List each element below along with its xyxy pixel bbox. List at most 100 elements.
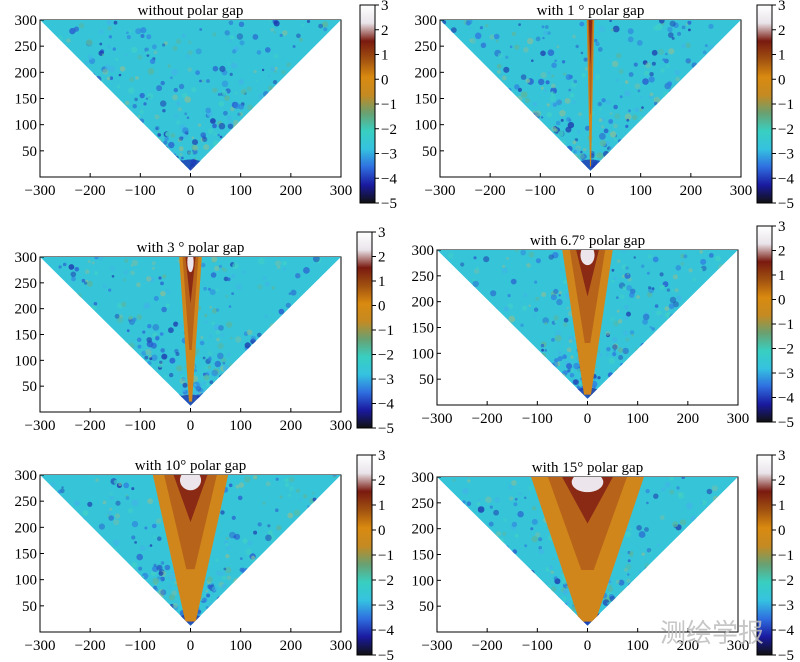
speckle xyxy=(207,370,211,374)
speckle xyxy=(598,25,605,33)
speckle xyxy=(511,521,518,528)
speckle xyxy=(146,34,152,40)
speckle xyxy=(701,499,707,506)
speckle xyxy=(102,284,107,289)
panel-title: with 15° polar gap xyxy=(532,460,643,476)
y-tick-label: 150 xyxy=(15,92,38,108)
speckle xyxy=(228,305,232,308)
speckle xyxy=(123,278,127,282)
colorbar-tick-label: 1 xyxy=(778,268,786,284)
colorbar-tick-label: 3 xyxy=(778,0,786,14)
speckle xyxy=(523,293,528,298)
speckle xyxy=(641,264,645,268)
y-tick-label: 300 xyxy=(15,250,38,266)
speckle xyxy=(106,514,110,517)
speckle xyxy=(160,290,166,297)
speckle xyxy=(687,20,692,25)
speckle xyxy=(235,336,242,343)
speckle xyxy=(62,262,67,267)
speckle xyxy=(485,24,489,28)
speckle xyxy=(615,78,619,82)
speckle xyxy=(612,60,619,68)
speckle xyxy=(566,369,570,373)
speckle xyxy=(232,49,237,54)
speckle xyxy=(153,50,158,55)
speckle xyxy=(109,492,114,496)
speckle xyxy=(102,68,109,75)
speckle xyxy=(61,486,64,489)
speckle xyxy=(552,90,557,94)
speckle xyxy=(191,136,195,140)
speckle xyxy=(257,284,263,290)
colorbar-tick-label: 0 xyxy=(778,523,786,539)
speckle xyxy=(647,254,652,259)
speckle xyxy=(523,47,529,53)
speckle xyxy=(270,66,276,72)
speckle xyxy=(553,288,559,294)
speckle xyxy=(231,274,236,279)
speckle xyxy=(94,271,99,276)
speckle xyxy=(530,527,534,531)
speckle xyxy=(203,144,210,151)
x-tick-label: 0 xyxy=(587,183,595,199)
speckle xyxy=(284,482,290,488)
y-tick-label: 250 xyxy=(412,269,435,285)
speckle xyxy=(232,262,239,269)
speckle xyxy=(665,52,668,56)
speckle xyxy=(661,487,666,492)
speckle xyxy=(520,91,528,98)
speckle xyxy=(508,315,516,323)
speckle xyxy=(501,267,508,274)
speckle xyxy=(132,104,137,109)
speckle xyxy=(167,64,171,68)
speckle xyxy=(528,485,534,491)
speckle xyxy=(281,70,286,75)
speckle xyxy=(550,294,557,301)
speckle xyxy=(514,497,518,501)
speckle xyxy=(467,479,471,483)
speckle xyxy=(642,60,648,65)
speckle xyxy=(239,40,245,46)
speckle xyxy=(555,330,561,337)
speckle xyxy=(172,602,178,609)
speckle xyxy=(235,283,243,290)
speckle xyxy=(575,44,579,49)
speckle xyxy=(271,286,276,290)
speckle xyxy=(173,87,178,93)
speckle xyxy=(610,316,616,322)
speckle xyxy=(660,68,665,73)
speckle xyxy=(204,320,208,324)
speckle xyxy=(273,20,278,25)
speckle xyxy=(632,114,638,121)
speckle xyxy=(653,493,659,499)
speckle xyxy=(524,544,528,548)
colorbar-tick-label: 1 xyxy=(378,274,386,290)
speckle xyxy=(142,330,146,334)
speckle xyxy=(621,250,627,253)
speckle xyxy=(136,553,143,561)
y-tick-label: 50 xyxy=(419,372,434,388)
speckle xyxy=(597,101,602,107)
speckle xyxy=(265,534,272,542)
speckle xyxy=(573,362,580,370)
colorbar-tick-label: −4 xyxy=(778,171,794,187)
speckle xyxy=(255,79,258,83)
speckle xyxy=(547,584,551,588)
speckle xyxy=(131,46,138,54)
speckle xyxy=(82,510,89,516)
speckle xyxy=(626,578,631,583)
speckle xyxy=(563,72,567,76)
colorbar-tick-label: −4 xyxy=(778,623,794,639)
speckle xyxy=(625,337,630,342)
speckle xyxy=(524,97,531,104)
speckle xyxy=(636,40,643,46)
speckle xyxy=(477,498,482,503)
speckle xyxy=(570,369,574,373)
speckle xyxy=(215,329,221,335)
colorbar-tick-label: −2 xyxy=(378,573,394,589)
panel-4: −300 −200 −100 0 100 200 300 50 100 150 200 250 300 w… xyxy=(412,219,795,431)
speckle xyxy=(619,294,625,300)
speckle xyxy=(615,579,620,584)
speckle xyxy=(509,496,514,501)
speckle xyxy=(160,348,165,353)
